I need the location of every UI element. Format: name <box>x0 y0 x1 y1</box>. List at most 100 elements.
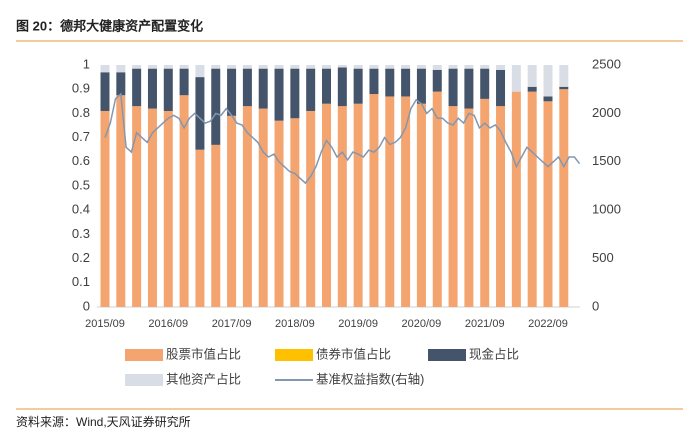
bar-segment <box>527 65 537 87</box>
bar-segment <box>401 96 411 308</box>
chart-title: 图 20：德邦大健康资产配置变化 <box>16 18 203 33</box>
bar-segment <box>543 101 553 307</box>
bar-segment <box>432 65 442 70</box>
bar-segment <box>100 72 110 111</box>
bar-segment <box>385 68 395 97</box>
bar-segment <box>242 65 252 69</box>
bar-segment <box>227 68 237 116</box>
bar-segment <box>274 68 284 121</box>
bar-segment <box>496 65 506 70</box>
bar-segment <box>353 103 363 307</box>
bar-segment <box>337 65 347 68</box>
y2-tick-label: 0 <box>592 298 599 313</box>
bar-segment <box>163 110 173 307</box>
legend-label: 股票市值占比 <box>166 346 241 361</box>
y2-tick-label: 2500 <box>592 56 621 71</box>
legend-swatch <box>275 349 313 361</box>
bar-segment <box>432 69 442 92</box>
x-tick-label: 2022/09 <box>528 318 568 330</box>
bar-segment <box>401 68 411 97</box>
bar-segment <box>163 68 173 111</box>
legend-swatch <box>428 349 466 361</box>
bar-segment <box>195 77 205 150</box>
bar-segment <box>306 68 316 111</box>
bar-segment <box>116 72 126 96</box>
bar-segment <box>416 68 426 104</box>
bar-segment <box>385 96 395 308</box>
bar-segment <box>147 65 157 69</box>
bar-segment <box>464 65 474 69</box>
index-line <box>104 92 581 185</box>
bar-segment <box>147 68 157 109</box>
bar-segment <box>480 98 490 307</box>
y-tick-label: 0.1 <box>72 274 90 289</box>
x-tick-label: 2018/09 <box>275 318 315 330</box>
legend-label: 现金占比 <box>469 346 519 361</box>
bar-segment <box>496 69 506 107</box>
bar-segment <box>337 67 347 107</box>
bar-segment <box>227 65 237 69</box>
bar-segment <box>559 65 569 87</box>
bar-segment <box>369 94 379 307</box>
bar-segment <box>496 106 506 307</box>
bar-segment <box>258 65 268 69</box>
bar-segment <box>195 149 205 307</box>
bar-segment <box>163 65 173 69</box>
bar-segment <box>227 115 237 307</box>
bar-segment <box>337 106 347 307</box>
bar-segment <box>116 65 126 73</box>
bar-segment <box>211 144 221 307</box>
bar-segment <box>132 68 142 107</box>
bar-segment <box>179 68 189 96</box>
y-tick-label: 0.3 <box>72 226 90 241</box>
bar-segment <box>448 68 458 107</box>
bar-segment <box>511 65 521 92</box>
bar-segment <box>464 68 474 109</box>
y2-tick-label: 1000 <box>592 202 621 217</box>
legend-label: 债券市值占比 <box>316 346 391 361</box>
source-note: 资料来源：Wind,天风证券研究所 <box>16 414 191 429</box>
bar-segment <box>322 65 331 69</box>
x-tick-label: 2015/09 <box>85 318 125 330</box>
y-tick-label: 0.7 <box>72 129 90 144</box>
x-tick-label: 2019/09 <box>338 318 378 330</box>
bar-segment <box>290 68 300 119</box>
bar-segment <box>543 65 553 97</box>
bar-segment <box>242 68 252 107</box>
y-tick-label: 0.2 <box>72 250 90 265</box>
bar-segment <box>511 91 521 308</box>
bar-segment <box>242 106 252 307</box>
bar-segment <box>100 110 110 307</box>
bar-segment <box>274 65 284 69</box>
bar-segment <box>116 95 126 307</box>
y-tick-label: 0.8 <box>72 105 90 120</box>
bar-segment <box>401 65 411 69</box>
bar-segment <box>195 65 205 78</box>
bar-segment <box>480 65 490 69</box>
y2-tick-label: 500 <box>592 250 614 265</box>
x-tick-label: 2016/09 <box>148 318 188 330</box>
bar-segment <box>322 68 331 104</box>
bar-segment <box>543 96 553 102</box>
bar-segment <box>211 65 221 69</box>
bar-segment <box>448 65 458 69</box>
y-tick-label: 0.9 <box>72 81 90 96</box>
bar-segment <box>132 65 142 69</box>
y-tick-label: 0.6 <box>72 153 90 168</box>
bar-segment <box>290 118 300 308</box>
bar-segment <box>179 65 189 69</box>
x-tick-label: 2017/09 <box>212 318 252 330</box>
bar-segment <box>306 110 316 307</box>
bar-segment <box>416 65 426 69</box>
bar-segment <box>464 108 474 307</box>
bar-segment <box>432 91 442 308</box>
y-tick-label: 0.5 <box>72 177 90 192</box>
y2-tick-label: 1500 <box>592 153 621 168</box>
x-tick-label: 2021/09 <box>465 318 505 330</box>
bar-segment <box>559 86 569 90</box>
bar-segment <box>353 65 363 69</box>
y-tick-label: 0 <box>83 298 90 313</box>
bar-segment <box>559 89 569 307</box>
bar-segment <box>322 103 331 307</box>
